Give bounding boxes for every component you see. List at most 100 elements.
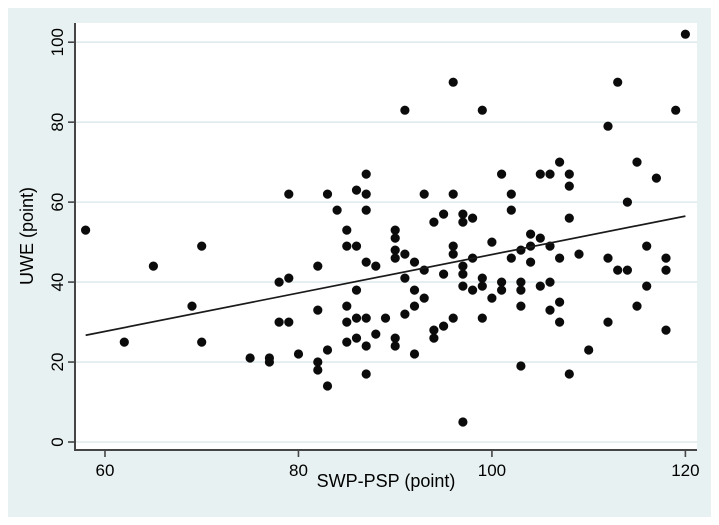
data-point bbox=[284, 317, 294, 327]
data-point bbox=[313, 305, 323, 315]
x-tick-label: 60 bbox=[96, 461, 115, 480]
data-point bbox=[361, 169, 371, 179]
scatter-points bbox=[81, 29, 691, 427]
data-point bbox=[661, 325, 671, 335]
y-tick-label: 60 bbox=[48, 193, 67, 212]
y-tick-label: 80 bbox=[48, 113, 67, 132]
data-point bbox=[313, 357, 323, 367]
data-point bbox=[419, 189, 429, 199]
data-point bbox=[390, 341, 400, 351]
data-point bbox=[284, 189, 294, 199]
data-point bbox=[390, 245, 400, 255]
data-point bbox=[535, 169, 545, 179]
data-point bbox=[351, 313, 362, 323]
data-point bbox=[622, 265, 633, 275]
data-point bbox=[458, 209, 468, 219]
data-point bbox=[313, 365, 323, 375]
data-point bbox=[613, 77, 623, 87]
data-point bbox=[516, 277, 526, 287]
data-point bbox=[506, 253, 516, 263]
data-point bbox=[545, 277, 555, 287]
data-point bbox=[574, 249, 584, 259]
data-point bbox=[545, 169, 555, 179]
data-point bbox=[274, 317, 284, 327]
data-point bbox=[516, 361, 526, 371]
data-point bbox=[400, 273, 410, 283]
data-point bbox=[497, 169, 507, 179]
data-point bbox=[361, 189, 371, 199]
gridlines bbox=[76, 41, 697, 443]
axes bbox=[74, 23, 697, 451]
data-point bbox=[197, 241, 207, 251]
regression-line bbox=[85, 215, 686, 337]
data-point bbox=[361, 341, 371, 351]
data-point bbox=[564, 213, 574, 223]
data-point bbox=[439, 209, 449, 219]
data-point bbox=[661, 265, 671, 275]
data-point bbox=[409, 349, 420, 359]
fit-line bbox=[85, 215, 686, 337]
data-point bbox=[516, 301, 526, 311]
data-point bbox=[487, 237, 497, 247]
data-point bbox=[390, 333, 400, 343]
data-point bbox=[564, 169, 574, 179]
data-point bbox=[497, 285, 507, 295]
data-point bbox=[400, 249, 410, 259]
data-point bbox=[661, 253, 671, 263]
data-point bbox=[468, 213, 478, 223]
data-point bbox=[603, 121, 613, 131]
data-point bbox=[584, 345, 594, 355]
data-point bbox=[429, 217, 439, 227]
data-point bbox=[361, 257, 371, 267]
data-point bbox=[293, 349, 304, 359]
data-point bbox=[390, 233, 400, 243]
data-point bbox=[458, 261, 468, 271]
data-point bbox=[603, 317, 613, 327]
data-point bbox=[477, 105, 487, 115]
data-point bbox=[284, 273, 294, 283]
data-point bbox=[506, 189, 516, 199]
data-point bbox=[390, 225, 400, 235]
x-axis-title: SWP-PSP (point) bbox=[317, 471, 456, 491]
data-point bbox=[487, 293, 497, 303]
y-tick-label: 40 bbox=[48, 273, 67, 292]
data-point bbox=[448, 241, 458, 251]
data-point bbox=[371, 329, 381, 339]
data-point bbox=[187, 301, 197, 311]
plot-area bbox=[75, 23, 697, 450]
y-tick-label: 20 bbox=[48, 353, 67, 372]
data-point bbox=[332, 205, 342, 215]
data-point bbox=[313, 261, 323, 271]
data-point bbox=[477, 281, 487, 291]
data-point bbox=[409, 285, 420, 295]
data-point bbox=[448, 77, 458, 87]
data-point bbox=[380, 313, 391, 323]
data-point bbox=[429, 333, 439, 343]
data-point bbox=[651, 173, 662, 183]
data-point bbox=[274, 277, 284, 287]
data-point bbox=[409, 301, 420, 311]
tick-marks bbox=[68, 41, 687, 457]
data-point bbox=[361, 369, 371, 379]
data-point bbox=[351, 185, 362, 195]
data-point bbox=[671, 105, 681, 115]
data-point bbox=[468, 285, 478, 295]
data-point bbox=[342, 337, 352, 347]
data-point bbox=[429, 325, 439, 335]
data-point bbox=[458, 281, 468, 291]
data-point bbox=[81, 225, 91, 235]
data-point bbox=[642, 241, 652, 251]
data-point bbox=[603, 253, 613, 263]
y-tick-label: 0 bbox=[48, 437, 67, 446]
x-tick-label: 100 bbox=[478, 461, 506, 480]
data-point bbox=[564, 369, 574, 379]
data-point bbox=[477, 273, 487, 283]
data-point bbox=[526, 229, 536, 239]
data-point bbox=[535, 233, 545, 243]
data-point bbox=[516, 285, 526, 295]
data-point bbox=[526, 257, 536, 267]
data-point bbox=[458, 217, 468, 227]
data-point bbox=[555, 297, 565, 307]
data-point bbox=[342, 301, 352, 311]
